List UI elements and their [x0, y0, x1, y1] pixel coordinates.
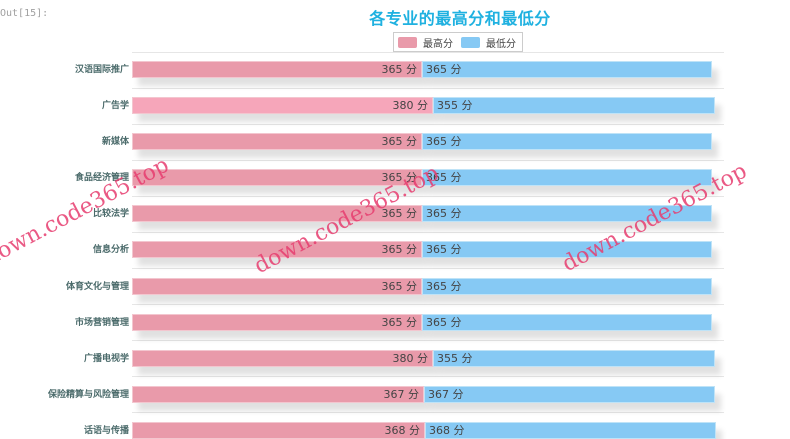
bar-value-min: 355 分 — [437, 99, 473, 112]
bar-min[interactable]: 365 分 — [422, 241, 712, 258]
bar-value-max: 365 分 — [381, 243, 418, 256]
chart-row: 话语与传播 368 分 368 分 — [0, 422, 724, 439]
chart-row: 信息分析 365 分 365 分 — [0, 241, 724, 258]
category-label: 广告学 — [101, 101, 129, 111]
bar-max[interactable]: 367 分 — [132, 386, 424, 403]
legend-item-max[interactable]: 最高分 — [398, 35, 453, 50]
category-label: 比较法学 — [92, 209, 129, 219]
notebook-output-prompt: Out[15]: — [0, 8, 49, 19]
bar-value-max: 380 分 — [392, 352, 429, 365]
category-label: 体育文化与管理 — [65, 282, 129, 292]
category-label: 食品经济管理 — [74, 173, 129, 183]
bar-value-min: 365 分 — [426, 316, 462, 329]
bar-value-min: 365 分 — [426, 243, 462, 256]
chart-title: 各专业的最高分和最低分 — [369, 9, 551, 28]
category-label: 新媒体 — [101, 137, 129, 147]
bar-min[interactable]: 367 分 — [424, 386, 715, 403]
bar-max[interactable]: 380 分 — [132, 350, 433, 367]
bar-value-min: 365 分 — [426, 135, 462, 148]
bar-max[interactable]: 365 分 — [132, 205, 422, 222]
gridline — [132, 196, 724, 197]
bar-value-max: 365 分 — [381, 63, 418, 76]
bar-value-min: 365 分 — [426, 280, 462, 293]
bar-value-min: 367 分 — [428, 388, 464, 401]
gridline — [132, 412, 724, 413]
legend-label-max: 最高分 — [423, 38, 453, 50]
bar-max[interactable]: 380 分 — [132, 97, 433, 114]
bar-max[interactable]: 368 分 — [132, 422, 425, 439]
bar-max[interactable]: 365 分 — [132, 169, 422, 186]
chart-row: 比较法学 365 分 365 分 — [0, 205, 724, 222]
gridline — [132, 88, 724, 89]
bar-min[interactable]: 365 分 — [422, 61, 712, 78]
chart-row: 广告学 380 分 355 分 — [0, 97, 724, 114]
chart-row: 市场营销管理 365 分 365 分 — [0, 314, 724, 331]
bar-min[interactable]: 368 分 — [425, 422, 716, 439]
gridline — [132, 340, 724, 341]
bar-min[interactable]: 365 分 — [422, 278, 712, 295]
bar-value-min: 365 分 — [426, 207, 462, 220]
bar-max[interactable]: 365 分 — [132, 133, 422, 150]
bar-value-max: 367 分 — [383, 388, 420, 401]
legend-label-min: 最低分 — [486, 38, 516, 50]
category-label: 市场营销管理 — [74, 318, 129, 328]
category-label: 话语与传播 — [83, 426, 129, 436]
bar-max[interactable]: 365 分 — [132, 61, 422, 78]
bar-value-min: 368 分 — [429, 424, 465, 437]
bar-value-max: 368 分 — [384, 424, 421, 437]
chart-row: 食品经济管理 365 分 365 分 — [0, 169, 724, 186]
gridline — [132, 268, 724, 269]
category-label: 保险精算与风险管理 — [47, 390, 129, 400]
category-label: 广播电视学 — [83, 354, 129, 364]
gridline — [132, 52, 724, 53]
bar-max[interactable]: 365 分 — [132, 278, 422, 295]
gridline — [132, 160, 724, 161]
gridline — [132, 304, 724, 305]
chart-row: 新媒体 365 分 365 分 — [0, 133, 724, 150]
bar-min[interactable]: 365 分 — [422, 133, 712, 150]
chart-legend: 最高分 最低分 — [393, 32, 523, 52]
category-label: 信息分析 — [92, 245, 129, 255]
bar-min[interactable]: 355 分 — [433, 350, 715, 367]
category-label: 汉语国际推广 — [74, 65, 129, 75]
bar-value-min: 355 分 — [437, 352, 473, 365]
bar-max[interactable]: 365 分 — [132, 314, 422, 331]
legend-swatch-min-icon — [461, 36, 480, 48]
gridline — [132, 232, 724, 233]
bar-min[interactable]: 365 分 — [422, 205, 712, 222]
legend-item-min[interactable]: 最低分 — [461, 35, 516, 50]
bar-value-max: 365 分 — [381, 316, 418, 329]
bar-value-max: 365 分 — [381, 280, 418, 293]
chart-row: 保险精算与风险管理 367 分 367 分 — [0, 386, 724, 403]
bar-min[interactable]: 365 分 — [422, 169, 712, 186]
bar-value-max: 365 分 — [381, 171, 418, 184]
gridline — [132, 124, 724, 125]
bar-value-min: 365 分 — [426, 63, 462, 76]
chart-row: 广播电视学 380 分 355 分 — [0, 350, 724, 367]
bar-value-max: 365 分 — [381, 135, 418, 148]
bar-value-max: 380 分 — [392, 99, 429, 112]
bar-value-max: 365 分 — [381, 207, 418, 220]
chart-row: 汉语国际推广 365 分 365 分 — [0, 61, 724, 78]
plot-area: 汉语国际推广 365 分 365 分 广告学 380 分 355 分 新媒体 3… — [48, 52, 724, 439]
legend-swatch-max-icon — [398, 36, 417, 48]
bar-value-min: 365 分 — [426, 171, 462, 184]
bar-max[interactable]: 365 分 — [132, 241, 422, 258]
bar-min[interactable]: 365 分 — [422, 314, 712, 331]
gridline — [132, 376, 724, 377]
chart-row: 体育文化与管理 365 分 365 分 — [0, 278, 724, 295]
bar-min[interactable]: 355 分 — [433, 97, 715, 114]
